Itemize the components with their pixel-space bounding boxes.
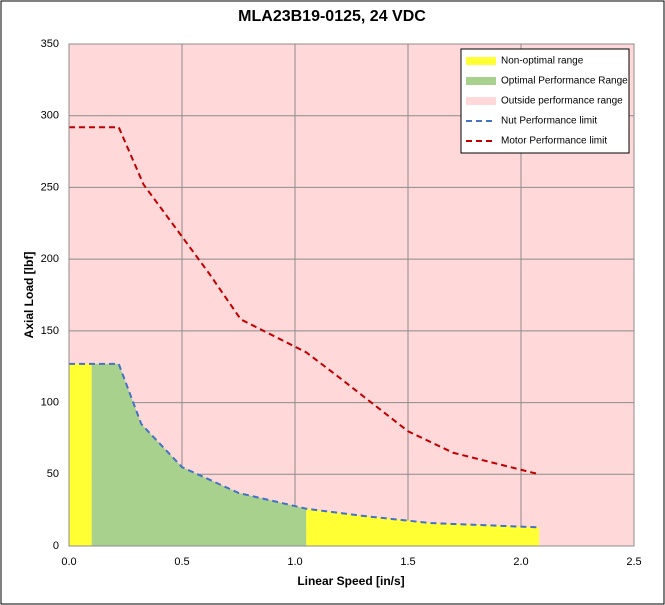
line — [69, 362, 540, 529]
plot-border — [68, 43, 635, 547]
y-tick-label: 250 — [41, 181, 59, 193]
y-tick-label: 150 — [41, 325, 59, 337]
legend-label: Motor Performance limit — [501, 136, 607, 147]
area — [306, 508, 540, 546]
area — [91, 363, 307, 546]
y-tick-label: 200 — [41, 253, 59, 265]
x-tick-label: 1.0 — [287, 556, 302, 568]
y-tick-label: 350 — [41, 38, 59, 50]
legend-label: Outside performance range — [501, 96, 623, 107]
y-tick-label: 300 — [41, 110, 59, 122]
x-tick-label: 0.0 — [61, 556, 76, 568]
legend-swatch — [466, 57, 496, 65]
x-tick-label: 0.5 — [174, 556, 189, 568]
legend-label: Nut Performance limit — [501, 116, 597, 127]
chart-title: MLA23B19-0125, 24 VDC — [238, 8, 426, 25]
area — [69, 363, 92, 546]
y-tick-label: 0 — [53, 540, 59, 552]
x-tick-label: 1.5 — [400, 556, 415, 568]
legend-swatch — [466, 97, 496, 105]
legend-swatch — [466, 77, 496, 85]
legend-label: Non-optimal range — [501, 56, 584, 67]
y-axis-title: Axial Load [lbf] — [22, 252, 36, 339]
legend-label: Optimal Performance Range — [501, 76, 628, 87]
y-tick-label: 100 — [41, 396, 59, 408]
x-tick-label: 2.5 — [626, 556, 641, 568]
x-axis-title: Linear Speed [in/s] — [297, 574, 404, 588]
line — [69, 126, 540, 476]
area — [69, 44, 634, 546]
y-tick-label: 50 — [47, 468, 59, 480]
x-tick-label: 2.0 — [513, 556, 528, 568]
